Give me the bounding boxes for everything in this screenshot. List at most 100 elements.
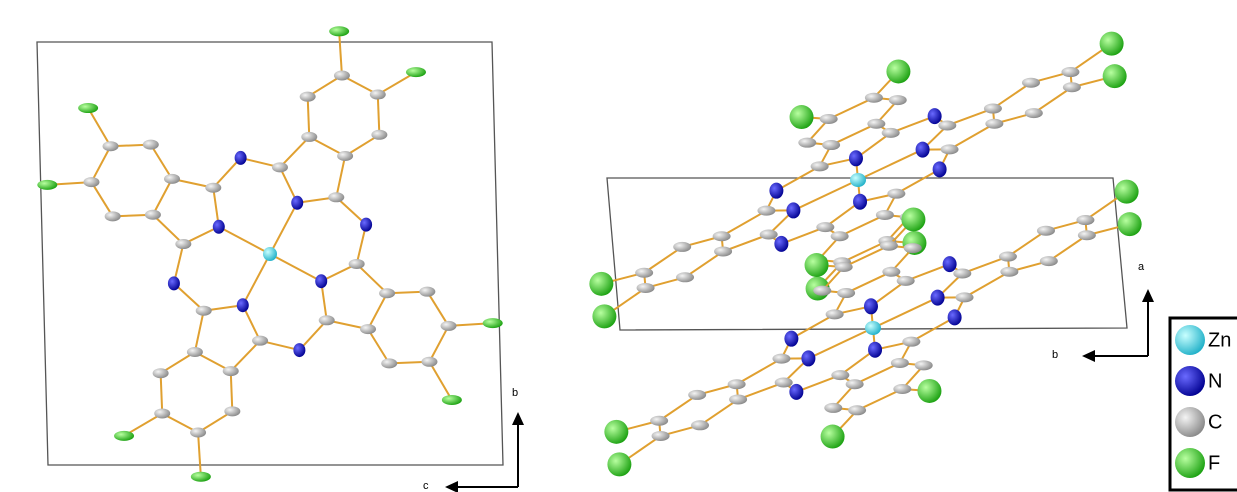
atom bbox=[876, 210, 894, 220]
atom bbox=[442, 395, 462, 405]
atom bbox=[904, 243, 922, 253]
atom bbox=[371, 130, 387, 140]
atom bbox=[880, 241, 898, 251]
atom bbox=[360, 218, 372, 232]
atom bbox=[114, 431, 134, 441]
atom bbox=[1103, 64, 1127, 88]
bond bbox=[231, 341, 260, 371]
atom bbox=[370, 90, 386, 100]
atom bbox=[916, 142, 930, 158]
atom bbox=[887, 189, 905, 199]
atom bbox=[760, 230, 778, 240]
legend: Zn N C F bbox=[1170, 318, 1237, 490]
atom bbox=[846, 379, 864, 389]
atom bbox=[1100, 32, 1124, 56]
atom bbox=[948, 309, 962, 325]
atom bbox=[334, 70, 350, 80]
bond bbox=[965, 272, 1010, 298]
atom bbox=[821, 425, 845, 449]
atom bbox=[769, 183, 783, 199]
bond bbox=[700, 399, 738, 425]
atom bbox=[822, 140, 840, 150]
atom bbox=[1000, 267, 1018, 277]
bond bbox=[858, 150, 923, 180]
atom bbox=[196, 306, 212, 316]
atom bbox=[820, 114, 838, 124]
atom bbox=[1063, 82, 1081, 92]
atom bbox=[824, 403, 842, 413]
atom bbox=[235, 151, 247, 165]
atom bbox=[688, 390, 706, 400]
atom bbox=[835, 262, 853, 272]
atom bbox=[1025, 108, 1043, 118]
atom bbox=[1061, 67, 1079, 77]
atom bbox=[37, 180, 57, 190]
bond bbox=[88, 108, 110, 146]
figure: b c a b Zn N C F bbox=[0, 0, 1237, 492]
atom bbox=[889, 95, 907, 105]
atom bbox=[483, 318, 503, 328]
atom bbox=[637, 283, 655, 293]
bond bbox=[429, 362, 451, 400]
atom bbox=[300, 92, 316, 102]
atom bbox=[864, 298, 878, 314]
atom bbox=[933, 161, 947, 177]
legend-label: Zn bbox=[1208, 329, 1231, 351]
atom bbox=[83, 177, 99, 187]
bond bbox=[198, 433, 201, 477]
atom bbox=[714, 246, 732, 256]
atom bbox=[865, 93, 883, 103]
atom bbox=[865, 321, 881, 335]
bond bbox=[722, 211, 767, 237]
atom bbox=[441, 321, 457, 331]
atom bbox=[811, 161, 829, 171]
atom bbox=[831, 231, 849, 241]
bond bbox=[896, 169, 939, 193]
atom bbox=[635, 268, 653, 278]
bond bbox=[280, 137, 309, 167]
atom bbox=[902, 337, 920, 347]
atom bbox=[882, 128, 900, 138]
legend-swatch bbox=[1175, 325, 1205, 355]
bond bbox=[195, 311, 204, 352]
atom bbox=[1118, 212, 1142, 236]
atom bbox=[650, 416, 668, 426]
atom bbox=[293, 343, 305, 357]
atom bbox=[850, 173, 866, 187]
atom bbox=[1076, 215, 1094, 225]
atom bbox=[153, 368, 169, 378]
bond bbox=[737, 359, 782, 385]
atom bbox=[713, 231, 731, 241]
arrow-head bbox=[445, 481, 458, 492]
atom bbox=[772, 354, 790, 364]
bond bbox=[378, 95, 380, 135]
legend-swatch bbox=[1175, 366, 1205, 396]
bond bbox=[1008, 231, 1046, 257]
arrow-head bbox=[1082, 350, 1095, 362]
atom bbox=[145, 210, 161, 220]
atom bbox=[604, 420, 628, 444]
arrow-head bbox=[1142, 289, 1154, 302]
atom bbox=[1115, 180, 1139, 204]
atom bbox=[789, 384, 803, 400]
atom bbox=[953, 268, 971, 278]
atom bbox=[168, 276, 180, 290]
atom bbox=[775, 378, 793, 388]
atom bbox=[360, 324, 376, 334]
bond bbox=[339, 31, 342, 75]
legend-label: C bbox=[1208, 411, 1222, 433]
atom bbox=[349, 259, 365, 269]
atom bbox=[1078, 230, 1096, 240]
atom bbox=[105, 211, 121, 221]
atom bbox=[419, 287, 435, 297]
atom bbox=[315, 274, 327, 288]
atom bbox=[328, 192, 344, 202]
bond bbox=[219, 227, 270, 254]
atom bbox=[798, 138, 816, 148]
bond bbox=[427, 292, 448, 326]
atom bbox=[837, 288, 855, 298]
atom bbox=[329, 26, 349, 36]
atom bbox=[103, 141, 119, 151]
atom bbox=[882, 267, 900, 277]
axes-right: a b bbox=[1052, 261, 1154, 362]
